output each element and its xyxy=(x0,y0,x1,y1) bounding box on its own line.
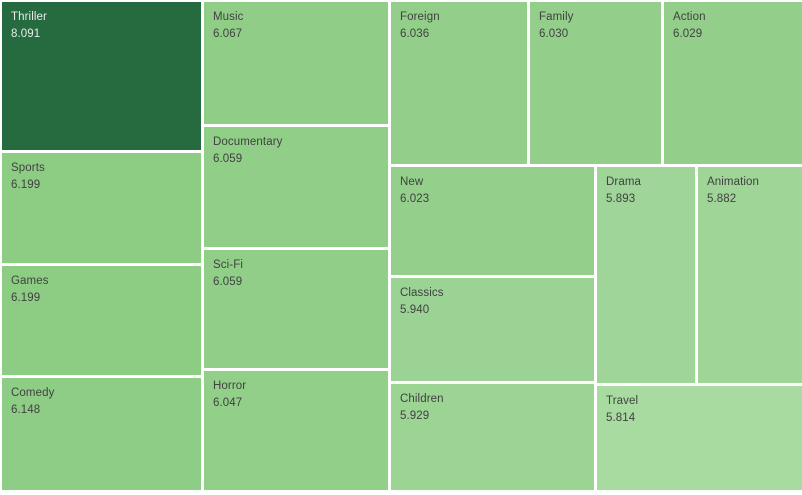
treemap-cell-children[interactable]: Children 5.929 xyxy=(391,384,594,490)
cell-genre-label: Games xyxy=(11,275,49,287)
cell-genre-label: Sci-Fi xyxy=(213,259,243,271)
treemap-cell-games[interactable]: Games 6.199 xyxy=(2,266,201,375)
cell-genre-label: Classics xyxy=(400,287,444,299)
cell-value-label: 6.023 xyxy=(400,193,430,205)
cell-genre-label: Children xyxy=(400,393,444,405)
cell-value-label: 6.199 xyxy=(11,179,41,191)
cell-genre-label: Comedy xyxy=(11,387,55,399)
cell-genre-label: Sports xyxy=(11,162,45,174)
treemap-cell-drama[interactable]: Drama 5.893 xyxy=(597,167,695,383)
cell-genre-label: New xyxy=(400,176,424,188)
cell-value-label: 6.047 xyxy=(213,397,243,409)
cell-genre-label: Foreign xyxy=(400,11,440,23)
treemap-cell-thriller[interactable]: Thriller 8.091 xyxy=(2,2,201,150)
cell-value-label: 5.940 xyxy=(400,304,430,316)
cell-value-label: 5.929 xyxy=(400,410,430,422)
cell-value-label: 5.814 xyxy=(606,412,636,424)
cell-genre-label: Action xyxy=(673,11,706,23)
cell-value-label: 6.059 xyxy=(213,153,243,165)
cell-genre-label: Animation xyxy=(707,176,760,188)
treemap-cell-sci-fi[interactable]: Sci-Fi 6.059 xyxy=(204,250,388,368)
cell-value-label: 6.148 xyxy=(11,404,41,416)
treemap-cell-action[interactable]: Action 6.029 xyxy=(664,2,802,164)
cell-value-label: 6.029 xyxy=(673,28,703,40)
treemap-cell-foreign[interactable]: Foreign 6.036 xyxy=(391,2,527,164)
treemap-cell-travel[interactable]: Travel 5.814 xyxy=(597,386,802,490)
treemap-cell-animation[interactable]: Animation 5.882 xyxy=(698,167,802,383)
cell-value-label: 6.030 xyxy=(539,28,569,40)
cell-genre-label: Documentary xyxy=(213,136,283,148)
cell-genre-label: Thriller xyxy=(11,11,47,23)
cell-value-label: 8.091 xyxy=(11,28,41,40)
cell-value-label: 6.067 xyxy=(213,28,243,40)
treemap-cell-horror[interactable]: Horror 6.047 xyxy=(204,371,388,490)
treemap-cell-family[interactable]: Family 6.030 xyxy=(530,2,661,164)
cell-genre-label: Music xyxy=(213,11,244,23)
cell-genre-label: Drama xyxy=(606,176,642,188)
cell-genre-label: Travel xyxy=(606,395,639,407)
cell-value-label: 6.059 xyxy=(213,276,243,288)
cell-value-label: 6.036 xyxy=(400,28,430,40)
cell-value-label: 6.199 xyxy=(11,292,41,304)
treemap-cell-comedy[interactable]: Comedy 6.148 xyxy=(2,378,201,490)
cell-genre-label: Family xyxy=(539,11,574,23)
treemap-cell-new[interactable]: New 6.023 xyxy=(391,167,594,275)
treemap-cell-classics[interactable]: Classics 5.940 xyxy=(391,278,594,381)
cell-value-label: 5.882 xyxy=(707,193,737,205)
cell-value-label: 5.893 xyxy=(606,193,636,205)
treemap-cell-documentary[interactable]: Documentary 6.059 xyxy=(204,127,388,247)
treemap-cell-sports[interactable]: Sports 6.199 xyxy=(2,153,201,263)
treemap-cell-music[interactable]: Music 6.067 xyxy=(204,2,388,124)
cell-genre-label: Horror xyxy=(213,380,247,392)
